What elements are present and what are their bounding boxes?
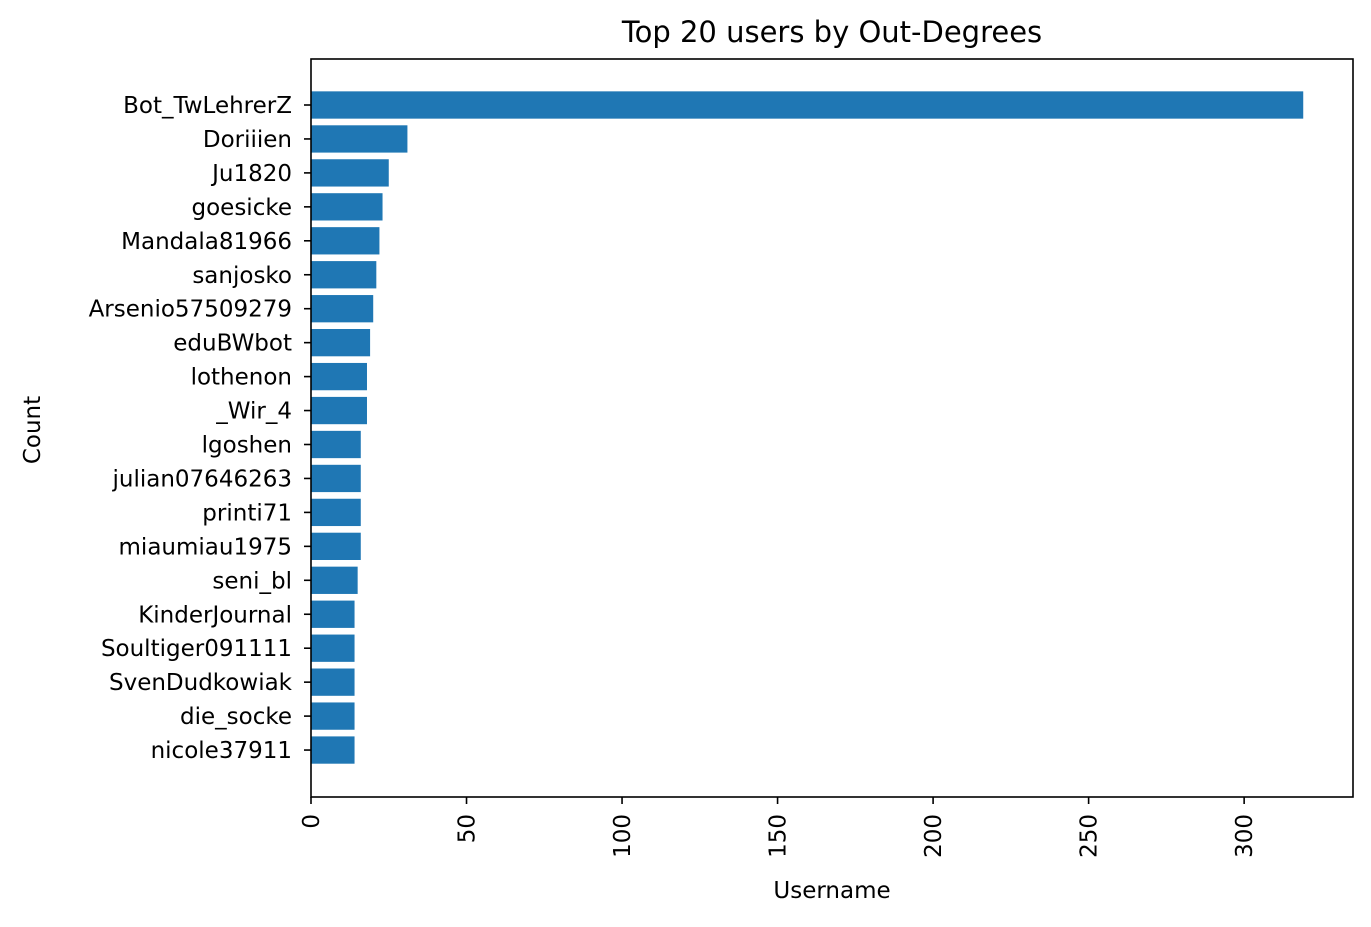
y-tick-label: nicole37911 (151, 738, 292, 764)
y-tick-label: sanjosko (192, 263, 292, 289)
bar (311, 464, 361, 493)
y-tick-label: Mandala81966 (121, 229, 292, 255)
bar (311, 634, 355, 662)
bar (311, 600, 355, 628)
x-tick-label: 200 (921, 814, 947, 858)
plot-frame (310, 58, 1354, 798)
x-tick-label: 0 (299, 814, 325, 829)
bar (311, 227, 380, 255)
y-tick-label: Ju1820 (210, 161, 292, 187)
bar (311, 159, 389, 187)
y-tick-label: seni_bl (212, 568, 292, 594)
y-tick-label: miaumiau1975 (119, 534, 292, 560)
bar (311, 668, 355, 696)
y-tick-label: julian07646263 (112, 466, 293, 492)
y-tick-label: eduBWbot (173, 331, 292, 357)
y-tick-label: lgoshen (202, 433, 292, 459)
y-tick-label: Doriiien (203, 127, 292, 153)
bar (311, 295, 374, 323)
bar (311, 125, 408, 153)
x-axis-ticks: 0 50 100 150 200 250 300 (299, 797, 1258, 858)
y-axis-label: Count (20, 396, 46, 464)
y-tick-label: printi71 (202, 500, 292, 526)
bar (311, 532, 361, 560)
y-tick-label: die_socke (180, 704, 292, 730)
x-tick-label: 150 (766, 814, 792, 858)
bars-layer (311, 91, 1304, 764)
chart-title: Top 20 users by Out-Degrees (621, 15, 1042, 49)
y-tick-label: lothenon (191, 365, 292, 391)
x-axis-label: Username (773, 878, 890, 904)
y-tick-label: _Wir_4 (215, 399, 292, 425)
bar (311, 261, 377, 289)
bar (311, 736, 355, 764)
bar (311, 498, 361, 527)
y-tick-label: goesicke (192, 195, 293, 221)
x-tick-label: 250 (1077, 814, 1103, 858)
bar (311, 362, 367, 391)
bar (311, 193, 383, 221)
x-tick-label: 300 (1232, 814, 1258, 858)
y-axis-ticks: Bot_TwLehrerZ Doriiien Ju1820 goesicke Manda… (89, 93, 311, 764)
y-tick-label: Soultiger091111 (101, 636, 292, 662)
y-tick-label: KinderJournal (138, 602, 292, 628)
bar (311, 566, 358, 594)
y-tick-label: Arsenio57509279 (89, 297, 292, 323)
x-tick-label: 50 (455, 814, 481, 843)
x-tick-label: 100 (610, 814, 636, 858)
y-tick-label: SvenDudkowiak (109, 670, 293, 696)
y-tick-label: Bot_TwLehrerZ (123, 93, 292, 119)
bar (311, 702, 355, 730)
bar (311, 396, 367, 425)
bar (311, 430, 361, 459)
bar (311, 91, 1304, 119)
bar (311, 329, 371, 357)
